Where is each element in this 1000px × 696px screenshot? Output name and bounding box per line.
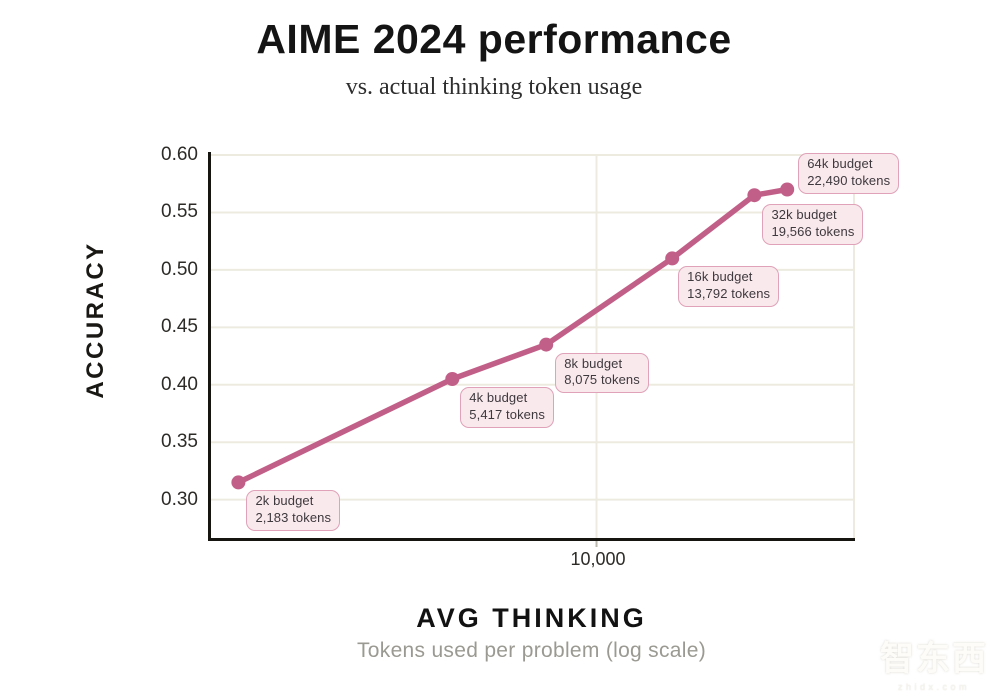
y-axis-title: ACCURACY <box>82 241 109 399</box>
y-tick-label: 0.35 <box>161 431 198 453</box>
chart-title: AIME 2024 performance <box>256 16 732 62</box>
point-label-64k: 64k budget 22,490 tokens <box>798 153 900 195</box>
point-label-tokens: 19,566 tokens <box>771 224 855 240</box>
y-tick-label: 0.30 <box>161 488 198 510</box>
data-point <box>231 475 246 490</box>
chart-header: AIME 2024 performance vs. actual thinkin… <box>0 0 988 101</box>
x-axis-title: AVG THINKING <box>416 603 647 633</box>
point-label-budget: 8k budget <box>564 355 623 371</box>
point-label-tokens: 22,490 tokens <box>807 173 891 189</box>
data-point <box>445 372 460 386</box>
y-tick-labels: 0.30 0.35 0.40 0.45 0.50 0.55 0.60 <box>110 144 198 552</box>
point-label-budget: 4k budget <box>469 390 528 406</box>
watermark: 智东西 zhidx.com <box>880 631 988 692</box>
data-point <box>539 337 554 352</box>
watermark-logo: 智东西 <box>880 640 988 678</box>
point-label-4k: 4k budget 5,417 tokens <box>460 387 554 428</box>
point-label-tokens: 8,075 tokens <box>564 372 640 388</box>
point-label-8k: 8k budget 8,075 tokens <box>555 352 649 394</box>
y-tick-label: 0.55 <box>161 201 198 223</box>
point-label-budget: 32k budget <box>771 207 837 223</box>
point-label-budget: 16k budget <box>687 269 753 285</box>
plot-area <box>208 152 855 547</box>
y-tick-label: 0.45 <box>161 316 198 338</box>
y-tick-label: 0.40 <box>161 373 198 395</box>
point-labels-layer: 2k budget 2,183 tokens 4k budget 5,417 toke… <box>208 152 900 552</box>
data-point <box>665 251 680 266</box>
watermark-domain: zhidx.com <box>897 682 970 692</box>
data-point <box>780 182 795 197</box>
y-tick-label: 0.60 <box>161 144 198 165</box>
y-tick-label: 0.50 <box>161 258 198 280</box>
data-point <box>747 188 762 203</box>
point-label-budget: 2k budget <box>255 493 314 509</box>
point-label-tokens: 2,183 tokens <box>255 510 332 526</box>
x-axis-subtitle: Tokens used per problem (log scale) <box>356 639 706 662</box>
point-label-budget: 64k budget <box>807 156 873 172</box>
x-tick-label: 10,000 <box>570 549 626 569</box>
point-label-tokens: 5,417 tokens <box>469 406 545 422</box>
point-label-32k: 32k budget 19,566 tokens <box>762 204 864 245</box>
point-label-2k: 2k budget 2,183 tokens <box>246 490 341 532</box>
point-label-16k: 16k budget 13,792 tokens <box>678 266 780 308</box>
chart-subtitle: vs. actual thinking token usage <box>345 74 643 100</box>
point-label-tokens: 13,792 tokens <box>687 286 771 302</box>
